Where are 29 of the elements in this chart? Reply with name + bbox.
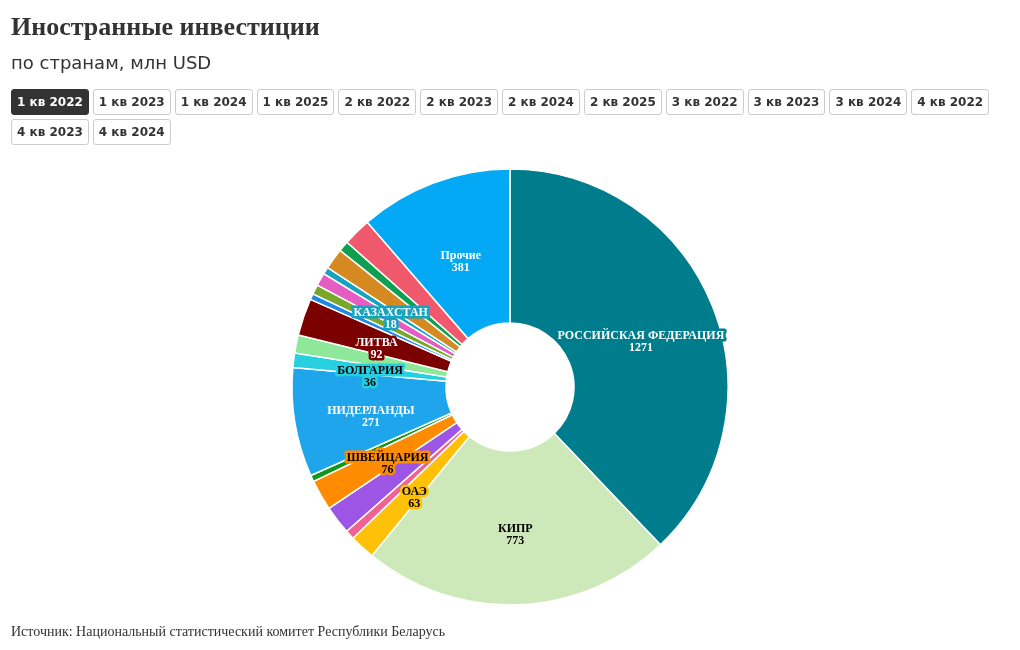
data-label: 271 <box>361 415 380 430</box>
slice-label: ШВЕЙЦАРИЯ <box>346 449 429 464</box>
data-label: 92 <box>370 346 383 361</box>
text: 2 кв 2022 <box>338 89 417 115</box>
text: по странам, млн USD <box>11 52 212 73</box>
data-label: 18 <box>384 316 397 331</box>
text: 2 кв 2023 <box>420 89 499 115</box>
slice-label: НИДЕРЛАНДЫ <box>327 403 415 418</box>
text: 2 кв 2025 <box>583 89 662 115</box>
slice-label: ЛИТВА <box>355 334 398 349</box>
text: 1 кв 2024 <box>174 89 253 115</box>
text: 3 кв 2024 <box>829 89 908 115</box>
data-label: 773 <box>506 532 525 547</box>
text: Источник: Национальный статистический комитет Республики Беларусь <box>11 624 446 640</box>
text: 3 кв 2022 <box>665 89 744 115</box>
text: 1 кв 2023 <box>92 89 171 115</box>
data-label: 1271 <box>628 339 653 354</box>
data-label: 36 <box>364 374 377 389</box>
text: 1 кв 2022 <box>11 89 89 115</box>
text: 4 кв 2023 <box>11 119 89 145</box>
text: 4 кв 2024 <box>92 119 171 145</box>
slice-label: Прочие <box>440 247 482 262</box>
text: 3 кв 2023 <box>747 89 826 115</box>
text: 2 кв 2024 <box>502 89 580 115</box>
slice-label: КИПР <box>497 520 533 535</box>
text: 1 кв 2025 <box>256 89 335 115</box>
text: 4 кв 2022 <box>911 89 990 115</box>
slice-label: КАЗАХСТАН <box>353 304 429 319</box>
chart-title: Иностранные инвестиции <box>11 12 320 42</box>
